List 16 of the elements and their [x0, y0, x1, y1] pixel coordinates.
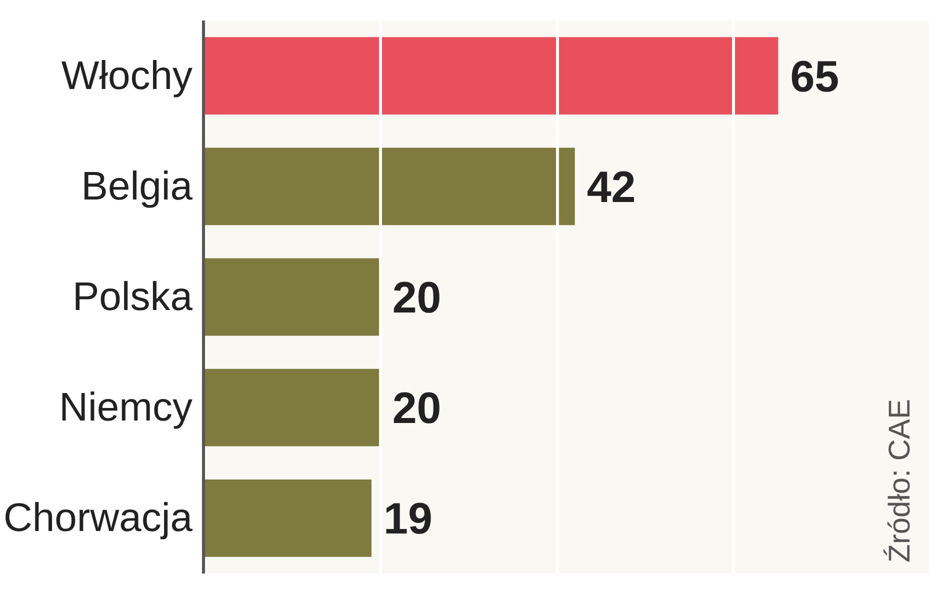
y-tick-label: Polska: [72, 275, 194, 319]
data-label: 20: [392, 274, 442, 322]
data-label: 65: [790, 52, 840, 102]
data-label: 42: [586, 162, 636, 212]
bar: [204, 479, 372, 557]
y-tick-label: Belgia: [81, 164, 194, 208]
y-tick-label: Włochy: [61, 54, 193, 98]
data-label: 19: [383, 494, 432, 544]
bar: [204, 37, 778, 115]
bar: [204, 258, 380, 336]
y-tick-label: Niemcy: [59, 386, 193, 430]
bar: [204, 148, 575, 226]
y-tick-label: Chorwacja: [4, 496, 194, 540]
annotation: Źródło: CAE: [882, 399, 916, 562]
bar: [204, 368, 380, 446]
data-label: 20: [392, 384, 442, 434]
